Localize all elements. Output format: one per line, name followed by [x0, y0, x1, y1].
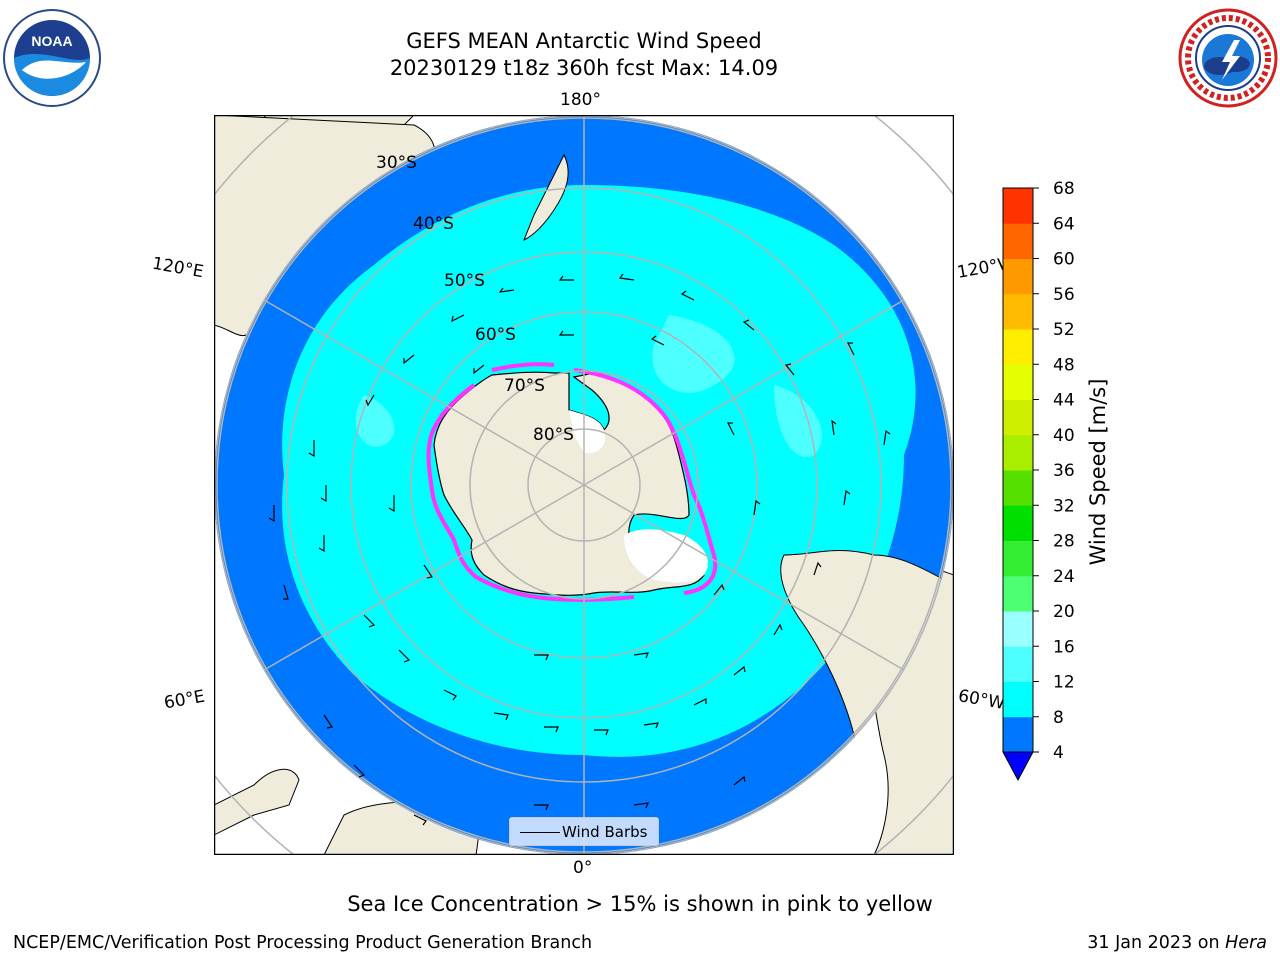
colorbar-tick-label: 68 — [1053, 180, 1075, 199]
colorbar-band — [1003, 540, 1033, 577]
colorbar-tick-label: 44 — [1053, 391, 1075, 411]
colorbar-tick-label: 28 — [1053, 532, 1075, 552]
lat-label-30s: 30°S — [376, 153, 417, 173]
wind-barb-swatch — [520, 832, 560, 833]
polar-map — [214, 115, 954, 855]
colorbar-tick-label: 8 — [1053, 708, 1064, 728]
colorbar-tick-label: 64 — [1053, 214, 1075, 234]
footer-machine: Hera — [1225, 933, 1267, 953]
colorbar-tick-label: 4 — [1053, 743, 1064, 763]
lon-label-120e: 120°E — [150, 253, 206, 283]
legend-label: Wind Barbs — [562, 823, 648, 841]
colorbar-band — [1003, 611, 1033, 647]
colorbar-band — [1003, 716, 1033, 753]
footer-date-text: 31 Jan 2023 on — [1087, 933, 1226, 953]
colorbar-band — [1003, 399, 1033, 436]
colorbar-tick-label: 60 — [1053, 250, 1075, 270]
svg-text:NOAA: NOAA — [31, 33, 72, 49]
colorbar-band — [1003, 293, 1033, 330]
colorbar-label: Wind Speed [m/s] — [1086, 378, 1110, 566]
colorbar-tick-label: 32 — [1053, 496, 1075, 516]
lat-label-70s: 70°S — [504, 376, 545, 396]
colorbar-underflow — [1002, 751, 1034, 782]
colorbar-band — [1003, 434, 1033, 471]
lon-label-0: 0° — [573, 858, 593, 878]
footer-branch: NCEP/EMC/Verification Post Processing Pr… — [13, 933, 593, 953]
nws-logo — [1178, 8, 1278, 108]
colorbar-tick-label: 56 — [1053, 285, 1075, 305]
colorbar-band — [1003, 364, 1033, 400]
colorbar-band — [1003, 505, 1033, 541]
colorbar-tick-label: 16 — [1053, 637, 1075, 657]
colorbar-band — [1003, 646, 1033, 682]
colorbar-band — [1003, 470, 1033, 506]
colorbar-band — [1003, 223, 1033, 259]
lat-label-50s: 50°S — [444, 271, 485, 291]
map-title: GEFS MEAN Antarctic Wind Speed — [406, 29, 762, 53]
colorbar-tick-label: 52 — [1053, 320, 1075, 340]
colorbar-band — [1003, 681, 1033, 718]
colorbar-tick-label: 40 — [1053, 426, 1075, 446]
map-subtitle: 20230129 t18z 360h fcst Max: 14.09 — [389, 56, 779, 80]
caption: Sea Ice Concentration > 15% is shown in … — [347, 892, 933, 916]
colorbar-band — [1003, 575, 1033, 612]
colorbar-tick-label: 12 — [1053, 673, 1075, 693]
colorbar-tick-label: 36 — [1053, 461, 1075, 481]
lon-label-180: 180° — [560, 90, 601, 110]
map-legend: Wind Barbs — [509, 817, 659, 846]
colorbar-band — [1003, 329, 1033, 365]
footer-date: 31 Jan 2023 on Hera — [1087, 933, 1267, 953]
noaa-logo: NOAA — [3, 9, 101, 107]
lat-label-80s: 80°S — [533, 425, 574, 445]
colorbar-tick-label: 48 — [1053, 355, 1075, 375]
lat-label-40s: 40°S — [413, 214, 454, 234]
colorbar-tick-label: 20 — [1053, 602, 1075, 622]
lon-label-60e: 60°E — [162, 686, 207, 714]
colorbar-band — [1003, 258, 1033, 295]
colorbar-band — [1003, 188, 1033, 224]
lat-label-60s: 60°S — [475, 325, 516, 345]
colorbar-tick-label: 24 — [1053, 567, 1075, 587]
